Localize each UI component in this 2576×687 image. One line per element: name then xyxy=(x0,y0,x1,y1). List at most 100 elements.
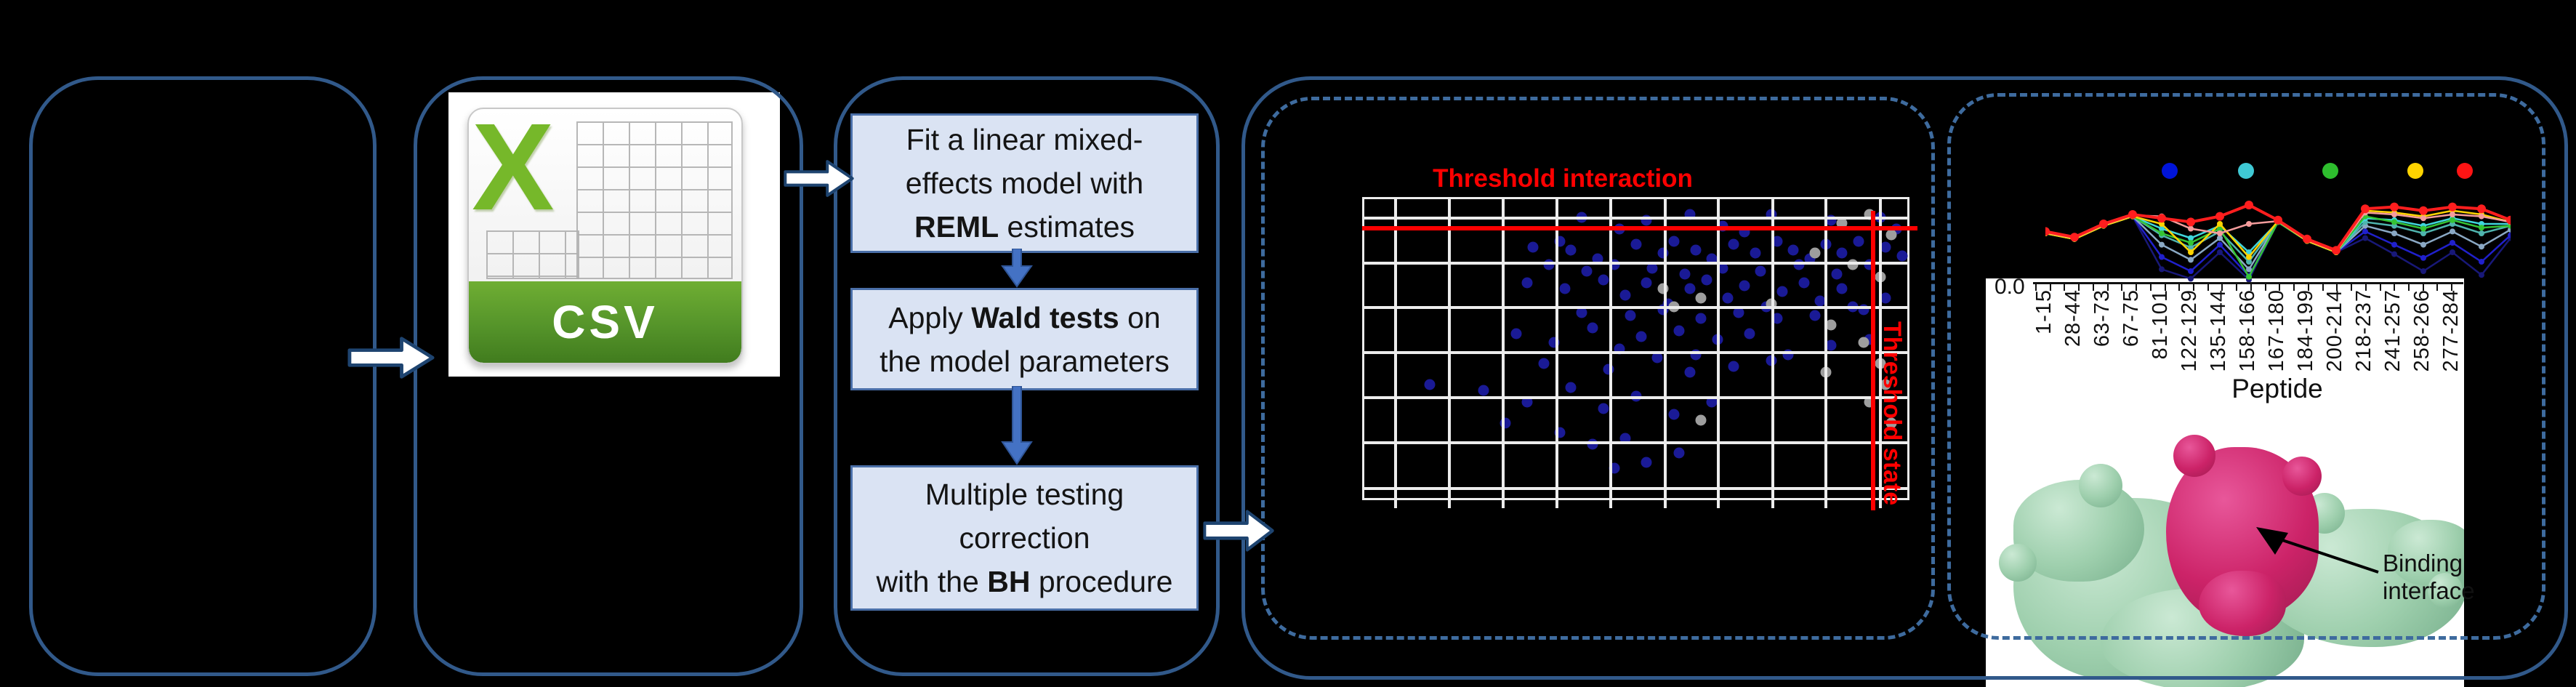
legend-timepoint-dot xyxy=(2322,163,2338,179)
scatter-point xyxy=(1836,283,1848,294)
scatter-point xyxy=(1728,238,1739,250)
step-text: on xyxy=(1119,300,1161,334)
scatter-point xyxy=(1478,385,1489,396)
step-text-bold: BH xyxy=(987,565,1031,598)
uptake-point-navy xyxy=(2391,251,2397,257)
step-text: estimates xyxy=(999,210,1135,244)
peptide-axis-tick xyxy=(2193,284,2195,291)
scatter-point xyxy=(1565,382,1577,393)
uptake-point-green xyxy=(2391,219,2397,225)
peptide-axis-tick xyxy=(2106,284,2109,291)
legend-timepoint-dot xyxy=(2162,163,2178,179)
spreadsheet-grid-small xyxy=(486,230,579,279)
peptide-axis-title: Peptide xyxy=(2231,374,2323,403)
scatter-point xyxy=(1836,247,1848,259)
flow-arrow-right-icon xyxy=(347,337,435,379)
uptake-point-teal xyxy=(2420,230,2426,236)
scatter-point xyxy=(1880,292,1891,304)
uptake-point-cyan xyxy=(2188,235,2194,241)
peptide-axis-tick xyxy=(2064,284,2066,291)
uptake-point-green xyxy=(2450,217,2455,223)
threshold-state-label: Threshold state xyxy=(1878,321,1906,506)
uptake-point-red xyxy=(2506,215,2511,225)
uptake-point-navy xyxy=(2362,235,2368,241)
scatter-point xyxy=(1701,274,1712,286)
uptake-point-red xyxy=(2303,234,2311,244)
scatter-point xyxy=(1635,331,1647,342)
gridline-horizontal xyxy=(1364,350,1907,354)
scatter-point xyxy=(1641,457,1652,468)
uptake-point-blue xyxy=(2217,241,2223,248)
csv-file-icon: X CSV xyxy=(467,108,743,364)
uptake-point-green xyxy=(2246,273,2252,280)
uptake-point-steel-blue xyxy=(2450,228,2455,235)
scatter-point xyxy=(1825,340,1837,351)
scatter-point xyxy=(1695,292,1707,304)
scatter-point xyxy=(1880,379,1891,390)
axis-tick xyxy=(1771,498,1774,508)
scatter-point xyxy=(1679,268,1691,280)
peptide-axis-tick xyxy=(2207,284,2209,291)
uptake-point-salmon xyxy=(2217,230,2223,236)
uptake-point-blue xyxy=(2159,254,2165,260)
uptake-point-salmon xyxy=(2450,212,2455,217)
uptake-point-navy xyxy=(2450,249,2455,255)
peptide-axis-tick xyxy=(2279,284,2281,291)
peptide-axis-tick xyxy=(2351,284,2353,291)
uptake-point-red xyxy=(2099,220,2108,228)
uptake-point-red xyxy=(2477,204,2486,214)
scatter-point xyxy=(1771,236,1783,247)
scatter-point xyxy=(1538,358,1549,369)
scatter-point xyxy=(1798,277,1810,289)
step-text: Apply xyxy=(888,300,972,334)
scatter-point xyxy=(1619,289,1631,301)
uptake-point-red xyxy=(2361,204,2370,214)
uptake-point-blue xyxy=(2188,268,2194,274)
step-bh-correction: Multiple testing correction with the BH … xyxy=(850,465,1199,611)
threshold-state-line xyxy=(1871,211,1876,510)
peptide-axis-tick xyxy=(2164,284,2166,291)
axis-tick xyxy=(1717,498,1720,508)
scatter-point xyxy=(1521,277,1533,289)
bound-peptide-bump xyxy=(2173,435,2215,477)
uptake-point-navy xyxy=(2479,272,2484,278)
axis-tick xyxy=(1448,498,1452,508)
input-box xyxy=(29,76,377,676)
scatter-point xyxy=(1587,322,1598,334)
scatter-point xyxy=(1771,313,1783,324)
uptake-point-teal xyxy=(2188,244,2194,251)
peptide-axis-tick xyxy=(2293,284,2295,291)
uptake-point-green xyxy=(2479,225,2484,231)
statistics-steps-box xyxy=(834,76,1220,676)
step-text: Multiple testing xyxy=(925,478,1124,511)
peptide-axis-tick xyxy=(2049,284,2051,291)
scatter-point xyxy=(1651,352,1663,363)
axis-tick xyxy=(1878,498,1882,508)
uptake-point-blue xyxy=(2450,240,2455,246)
scatter-point xyxy=(1527,241,1539,253)
scatter-point xyxy=(1646,262,1658,274)
peptide-axis-tick xyxy=(2035,284,2037,291)
gridline-vertical xyxy=(1663,199,1667,498)
uptake-point-blue xyxy=(2479,259,2484,265)
peptide-axis-tick xyxy=(2221,284,2223,291)
peptide-axis-tick xyxy=(2336,284,2338,291)
scatter-point xyxy=(1896,250,1908,262)
scatter-point xyxy=(1641,277,1652,289)
scatter-point xyxy=(1750,247,1761,259)
step-text: correction xyxy=(959,521,1090,555)
uptake-point-red xyxy=(2215,212,2224,221)
gridline-horizontal xyxy=(1364,441,1907,444)
uptake-point-red xyxy=(2419,206,2428,215)
gridline-vertical xyxy=(1717,199,1720,498)
step-text: with the xyxy=(876,565,988,598)
peptide-axis-tick xyxy=(2379,284,2381,291)
scatter-point xyxy=(1739,280,1750,292)
step-text: procedure xyxy=(1030,565,1173,598)
scatter-point xyxy=(1690,244,1702,256)
peptide-axis-tick xyxy=(2264,284,2266,291)
scatter-point xyxy=(1885,417,1897,429)
scatter-point xyxy=(1836,217,1848,229)
uptake-point-red xyxy=(2332,246,2340,255)
peptide-axis-tick xyxy=(2078,284,2080,291)
